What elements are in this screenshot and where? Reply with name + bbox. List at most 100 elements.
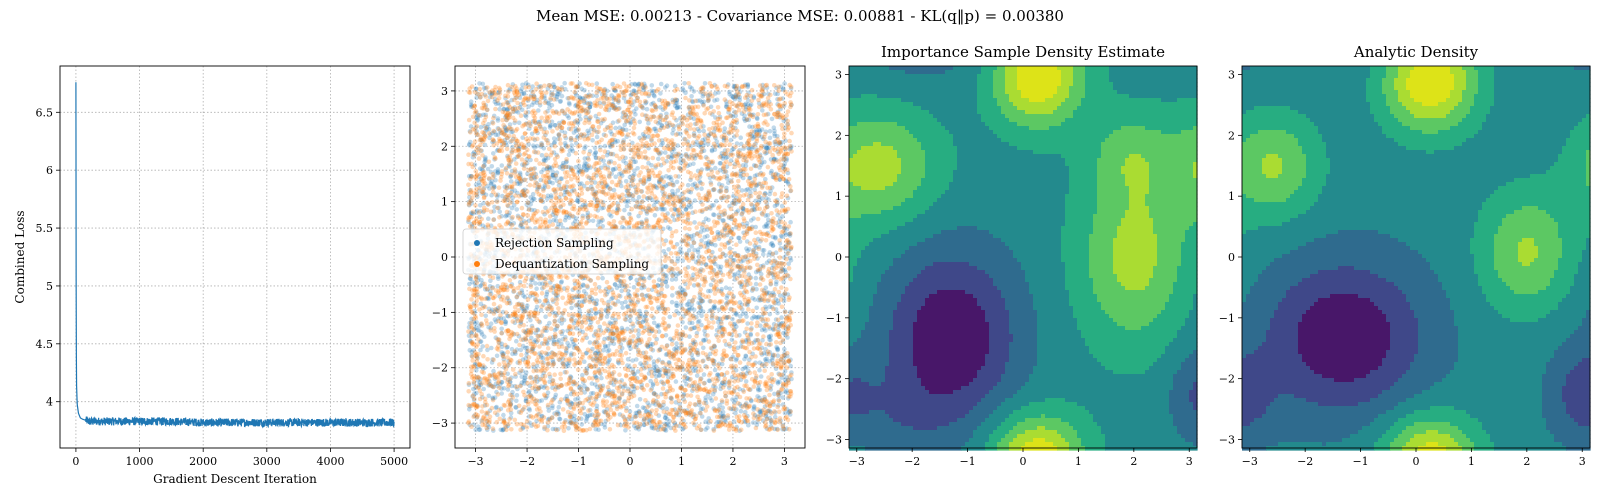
scatter-point bbox=[631, 285, 637, 290]
scatter-point bbox=[691, 161, 696, 167]
scatter-point bbox=[585, 387, 590, 392]
scatter-point bbox=[753, 425, 759, 431]
scatter-point bbox=[472, 326, 478, 332]
scatter-point bbox=[500, 309, 506, 315]
scatter-point bbox=[775, 347, 780, 353]
scatter-point bbox=[734, 120, 740, 125]
scatter-point bbox=[699, 167, 704, 172]
scatter-point bbox=[569, 167, 574, 173]
scatter-point bbox=[611, 167, 616, 172]
scatter-point bbox=[733, 92, 739, 97]
scatter-point bbox=[656, 138, 662, 143]
scatter-point bbox=[510, 367, 516, 372]
scatter-point bbox=[763, 321, 769, 327]
scatter-point bbox=[787, 146, 793, 152]
scatter-point bbox=[755, 202, 760, 207]
scatter-point bbox=[560, 328, 565, 334]
scatter-point bbox=[770, 355, 775, 361]
scatter-point bbox=[664, 284, 670, 289]
scatter-point bbox=[767, 392, 772, 398]
scatter-point bbox=[664, 371, 669, 376]
scatter-point bbox=[659, 286, 665, 292]
scatter-point bbox=[748, 397, 754, 403]
scatter-point bbox=[711, 212, 716, 217]
scatter-point bbox=[599, 375, 604, 381]
scatter-point bbox=[617, 171, 622, 177]
scatter-point bbox=[622, 316, 628, 322]
scatter-point bbox=[479, 369, 485, 375]
scatter-point bbox=[590, 138, 595, 143]
scatter-point bbox=[579, 422, 585, 427]
scatter-point bbox=[485, 166, 491, 172]
scatter-point bbox=[544, 352, 549, 357]
scatter-point bbox=[550, 405, 555, 411]
scatter-point bbox=[736, 184, 742, 190]
scatter-point bbox=[687, 334, 692, 339]
scatter-point bbox=[469, 297, 474, 302]
scatter-point bbox=[744, 117, 750, 122]
scatter-point bbox=[467, 281, 472, 287]
scatter-point bbox=[602, 149, 608, 154]
scatter-point bbox=[678, 246, 683, 251]
scatter-point bbox=[485, 98, 491, 104]
scatter-point bbox=[619, 301, 625, 306]
scatter-point bbox=[714, 287, 720, 292]
scatter-point bbox=[670, 338, 675, 343]
scatter-point bbox=[769, 211, 774, 216]
scatter-point bbox=[705, 356, 711, 362]
scatter-point bbox=[789, 370, 794, 375]
scatter-point bbox=[785, 396, 791, 401]
scatter-point bbox=[493, 132, 499, 138]
scatter-point bbox=[711, 187, 717, 192]
scatter-point bbox=[605, 344, 611, 349]
scatter-point bbox=[593, 150, 598, 156]
scatter-point bbox=[695, 323, 700, 329]
scatter-point bbox=[614, 348, 620, 354]
scatter-point bbox=[486, 131, 492, 136]
scatter-point bbox=[723, 285, 729, 291]
scatter-point bbox=[651, 362, 657, 367]
scatter-point bbox=[723, 188, 729, 194]
scatter-point bbox=[528, 317, 533, 323]
scatter-point bbox=[594, 129, 600, 135]
scatter-point bbox=[594, 90, 599, 95]
scatter-point bbox=[592, 300, 597, 306]
scatter-point bbox=[587, 294, 592, 300]
scatter-point bbox=[623, 179, 629, 184]
scatter-point bbox=[739, 188, 745, 193]
scatter-point bbox=[609, 141, 615, 147]
scatter-point bbox=[495, 170, 501, 175]
scatter-point bbox=[544, 282, 550, 288]
scatter-point bbox=[550, 92, 555, 97]
scatter-point bbox=[783, 138, 788, 143]
scatter-point bbox=[730, 316, 735, 322]
scatter-point bbox=[625, 357, 631, 362]
scatter-point bbox=[706, 420, 711, 425]
scatter-point bbox=[573, 164, 579, 170]
scatter-point bbox=[786, 426, 792, 432]
scatter-point bbox=[478, 203, 483, 208]
scatter-point bbox=[706, 339, 712, 344]
scatter-point bbox=[752, 204, 758, 209]
scatter-point bbox=[636, 332, 641, 337]
scatter-point bbox=[733, 410, 738, 416]
scatter-point bbox=[503, 319, 508, 324]
scatter-point bbox=[640, 164, 645, 170]
scatter-point bbox=[579, 416, 584, 422]
scatter-point bbox=[770, 243, 776, 249]
scatter-point bbox=[588, 101, 594, 107]
scatter-point bbox=[577, 113, 582, 118]
scatter-point bbox=[494, 353, 500, 359]
scatter-point bbox=[632, 344, 637, 350]
scatter-point bbox=[780, 337, 786, 343]
scatter-point bbox=[771, 174, 777, 180]
scatter-point bbox=[523, 110, 529, 115]
scatter-point bbox=[467, 422, 473, 428]
scatter-point bbox=[552, 372, 557, 378]
y-tick-label: 1 bbox=[441, 196, 448, 209]
scatter-point bbox=[479, 312, 484, 318]
scatter-point bbox=[744, 223, 750, 229]
scatter-point bbox=[712, 82, 717, 88]
x-tick-label: −1 bbox=[570, 455, 586, 468]
